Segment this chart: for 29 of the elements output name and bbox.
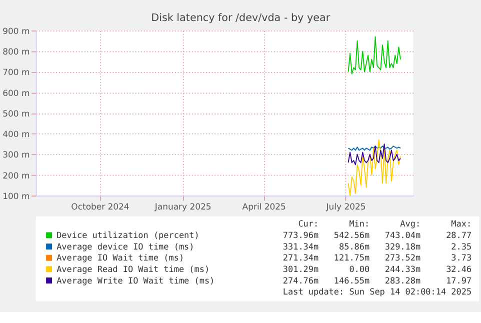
legend-label: Average Write IO Wait time (ms) <box>56 275 215 286</box>
line-series <box>348 36 401 74</box>
y-tick-label: 200 m <box>2 170 30 180</box>
x-tick-label: October 2024 <box>71 201 130 212</box>
y-tick-label: 100 m <box>2 190 30 201</box>
text: 301.29m 0.00 244.33m 32.46 <box>282 264 472 274</box>
text: Cur: Min: Avg: Max: <box>298 218 472 229</box>
y-tick-label: 700 m <box>2 67 30 78</box>
legend-label: Average device IO time (ms) <box>56 241 194 252</box>
legend-label: Device utilization (percent) <box>56 230 200 240</box>
text: 331.34m 85.86m 329.18m 2.35 <box>282 241 472 252</box>
text: Last update: Sun Sep 14 02:00:14 2025 <box>282 286 472 297</box>
y-tick-label: 900 m <box>2 26 30 36</box>
x-tick-label: April 2025 <box>242 201 286 212</box>
legend-label: Average Read IO Wait time (ms) <box>56 264 210 274</box>
y-tick-label: 300 m <box>2 150 30 160</box>
y-tick-label: 800 m <box>2 46 30 56</box>
line-series <box>348 139 401 196</box>
y-tick-label: 400 m <box>2 129 30 140</box>
legend-label: Average IO Wait time (ms) <box>56 252 184 263</box>
chart-title: Disk latency for /dev/vda - by year <box>151 12 331 24</box>
x-tick-label: July 2025 <box>325 201 366 212</box>
y-tick-label: 600 m <box>2 88 30 98</box>
text: 274.76m 146.55m 283.28m 17.97 <box>282 275 472 286</box>
x-tick-label: January 2025 <box>154 201 212 212</box>
text: 773.96m 542.56m 743.04m 28.77 <box>282 230 472 240</box>
line-series <box>348 144 401 166</box>
y-tick-label: 500 m <box>2 108 30 118</box>
text: 271.34m 121.75m 273.52m 3.73 <box>282 252 472 263</box>
